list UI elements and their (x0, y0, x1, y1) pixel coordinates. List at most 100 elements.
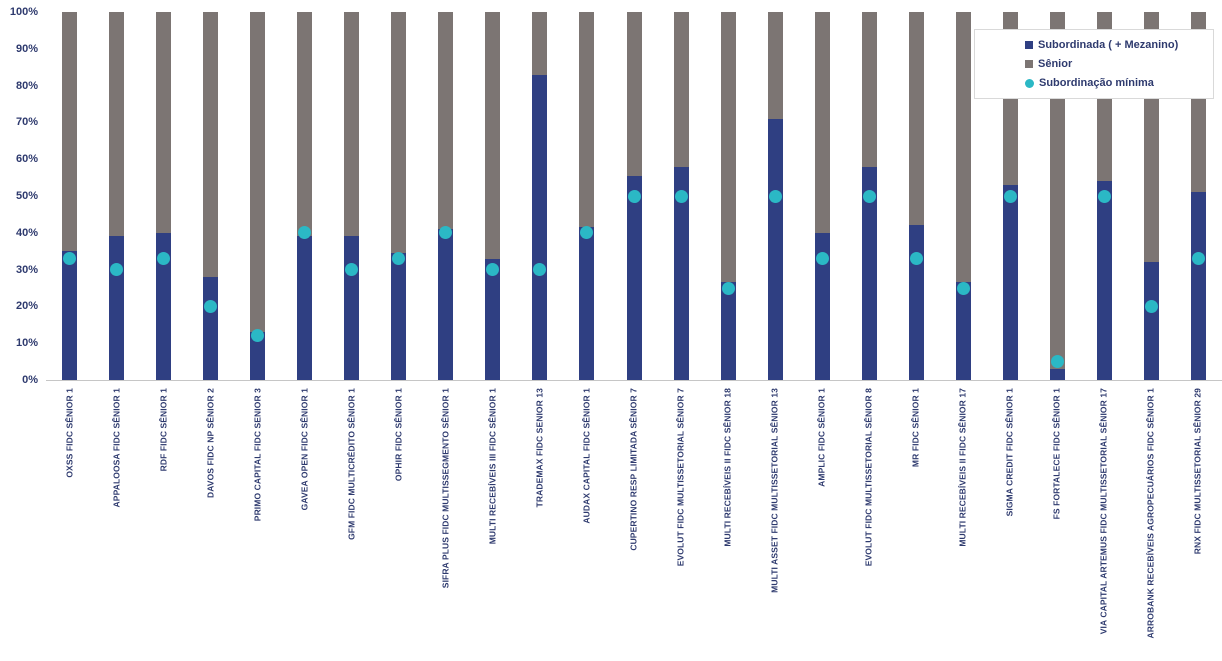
bar-senior-segment (673, 12, 689, 167)
bar-subordinada-segment (908, 225, 924, 380)
bar-subordinada-segment (579, 227, 595, 380)
x-axis-label: TRADEMAX FIDC SENIOR 13 (534, 388, 545, 508)
x-axis-label: EVOLUT FIDC MULTISSETORIAL SÊNIOR 8 (863, 388, 874, 567)
bar-senior-segment (1049, 12, 1065, 369)
min-subordination-dot (1191, 252, 1205, 266)
bar-subordinada-segment (156, 232, 172, 380)
min-subordination-dot (1144, 299, 1158, 313)
x-axis-label: OXSS FIDC SÊNIOR 1 (64, 388, 75, 478)
min-subordination-dot (204, 299, 218, 313)
bar-senior-segment (156, 12, 172, 233)
min-subordination-dot (768, 189, 782, 203)
x-axis-label: OPHIR FIDC SÊNIOR 1 (393, 388, 404, 482)
bar-subordinada-segment (203, 276, 219, 380)
subordinacao-minima-dot-icon (1025, 78, 1034, 88)
bar-senior-segment (626, 12, 642, 176)
x-axis-label: GFM FIDC MULTICRÉDITO SÊNIOR 1 (346, 388, 357, 540)
min-subordination-dot (298, 226, 312, 240)
x-axis-label: MR FIDC SÊNIOR 1 (910, 388, 921, 468)
y-axis-tick-label: 50% (15, 190, 38, 202)
min-subordination-dot (674, 189, 688, 203)
min-subordination-dot (909, 252, 923, 266)
x-axis-label: MULTI RECEBÍVEIS II FIDC SÊNIOR 17 (957, 388, 968, 547)
y-axis-tick-label: 60% (15, 153, 38, 166)
x-axis-label: RNX FIDC MULTISSETORIAL SÊNIOR 29 (1192, 388, 1203, 555)
min-subordination-dot (862, 189, 876, 203)
bar-subordinada-segment (532, 74, 548, 380)
x-axis-label: VIA CAPITAL ARTEMUS FIDC MULTISSETORIAL … (1098, 388, 1109, 635)
min-subordination-dot (110, 263, 124, 277)
y-axis-tick-label: 0% (22, 374, 38, 386)
legend: Subordinada ( + Mezanino) Sênior Subordi… (974, 29, 1214, 99)
x-axis-label: SIGMA CREDIT FIDC SÊNIOR 1 (1004, 388, 1015, 517)
bar-subordinada-segment (767, 118, 783, 380)
legend-item-senior: Sênior (1025, 58, 1213, 70)
bar-senior-segment (62, 12, 78, 252)
min-subordination-dot (627, 189, 641, 203)
legend-item-subordinada: Subordinada ( + Mezanino) (1025, 39, 1213, 51)
bar-subordinada-segment (861, 166, 877, 380)
min-subordination-dot (392, 252, 406, 266)
x-axis-label: PRIMO CAPITAL FIDC SENIOR 3 (252, 388, 263, 522)
bar-subordinada-segment (1096, 181, 1112, 380)
y-axis-tick-label: 20% (15, 300, 38, 313)
bar-subordinada-segment (109, 236, 125, 380)
bar-subordinada-segment (62, 251, 78, 380)
min-subordination-dot (63, 252, 77, 266)
bar-senior-segment (438, 12, 454, 230)
x-axis-label: MULTI RECEBÍVEIS III FIDC SÊNIOR 1 (487, 388, 498, 545)
x-axis-label: SIFRA PLUS FIDC MULTISSEGMENTO SÊNIOR 1 (440, 388, 451, 589)
y-axis-tick-label: 100% (9, 6, 38, 18)
bar-senior-segment (485, 12, 501, 259)
min-subordination-dot (1003, 189, 1017, 203)
bar-senior-segment (814, 12, 830, 233)
x-axis-label: DAVOS FIDC NP SÊNIOR 2 (205, 388, 216, 499)
bar-senior-segment (720, 12, 736, 283)
y-axis-tick-label: 30% (15, 263, 38, 276)
x-axis-label: APPALOOSA FIDC SÊNIOR 1 (111, 388, 122, 508)
x-axis-line (46, 380, 1222, 381)
y-axis-tick-label: 40% (15, 226, 38, 239)
min-subordination-dot (721, 281, 735, 295)
min-subordination-dot (1050, 355, 1064, 369)
bar-subordinada-segment (1049, 368, 1065, 380)
bar-senior-segment (109, 12, 125, 237)
bar-senior-segment (955, 12, 971, 283)
min-subordination-dot (956, 281, 970, 295)
bar-senior-segment (579, 12, 595, 228)
min-subordination-dot (815, 252, 829, 266)
min-subordination-dot (251, 329, 265, 343)
min-subordination-dot (533, 263, 547, 277)
min-subordination-dot (580, 226, 594, 240)
legend-label-subordinacao-minima: Subordinação mínima (1039, 77, 1154, 89)
bar-subordinada-segment (391, 253, 407, 380)
x-axis-label: FS FORTALECE FIDC SÊNIOR 1 (1051, 388, 1062, 520)
x-axis-label: RDF FIDC SÊNIOR 1 (158, 388, 169, 472)
legend-label-subordinada: Subordinada ( + Mezanino) (1038, 39, 1179, 51)
min-subordination-dot (439, 226, 453, 240)
bar-subordinada-segment (297, 236, 313, 380)
bar-subordinada-segment (1002, 184, 1018, 380)
bar-senior-segment (391, 12, 407, 254)
y-axis-tick-label: 90% (15, 42, 38, 55)
bar-subordinada-segment (626, 175, 642, 380)
bar-senior-segment (344, 12, 360, 237)
bar-subordinada-segment (814, 232, 830, 380)
bar-senior-segment (908, 12, 924, 226)
legend-label-senior: Sênior (1038, 58, 1073, 70)
x-axis-label: ARROBANK RECEBÍVEIS AGROPECUÁRIOS FIDC S… (1145, 388, 1156, 639)
bar-subordinada-segment (344, 236, 360, 380)
bar-subordinada-segment (673, 166, 689, 380)
senior-swatch-icon (1025, 60, 1033, 68)
min-subordination-dot (486, 263, 500, 277)
x-axis-label: MULTI ASSET FIDC MULTISSETORIAL SÊNIOR 1… (769, 388, 780, 593)
bar-subordinada-segment (955, 282, 971, 380)
min-subordination-dot (345, 263, 359, 277)
bar-senior-segment (532, 12, 548, 75)
bar-subordinada-segment (720, 282, 736, 380)
bar-subordinada-segment (1143, 262, 1159, 380)
bar-senior-segment (767, 12, 783, 119)
bar-senior-segment (297, 12, 313, 237)
bar-subordinada-segment (438, 229, 454, 380)
